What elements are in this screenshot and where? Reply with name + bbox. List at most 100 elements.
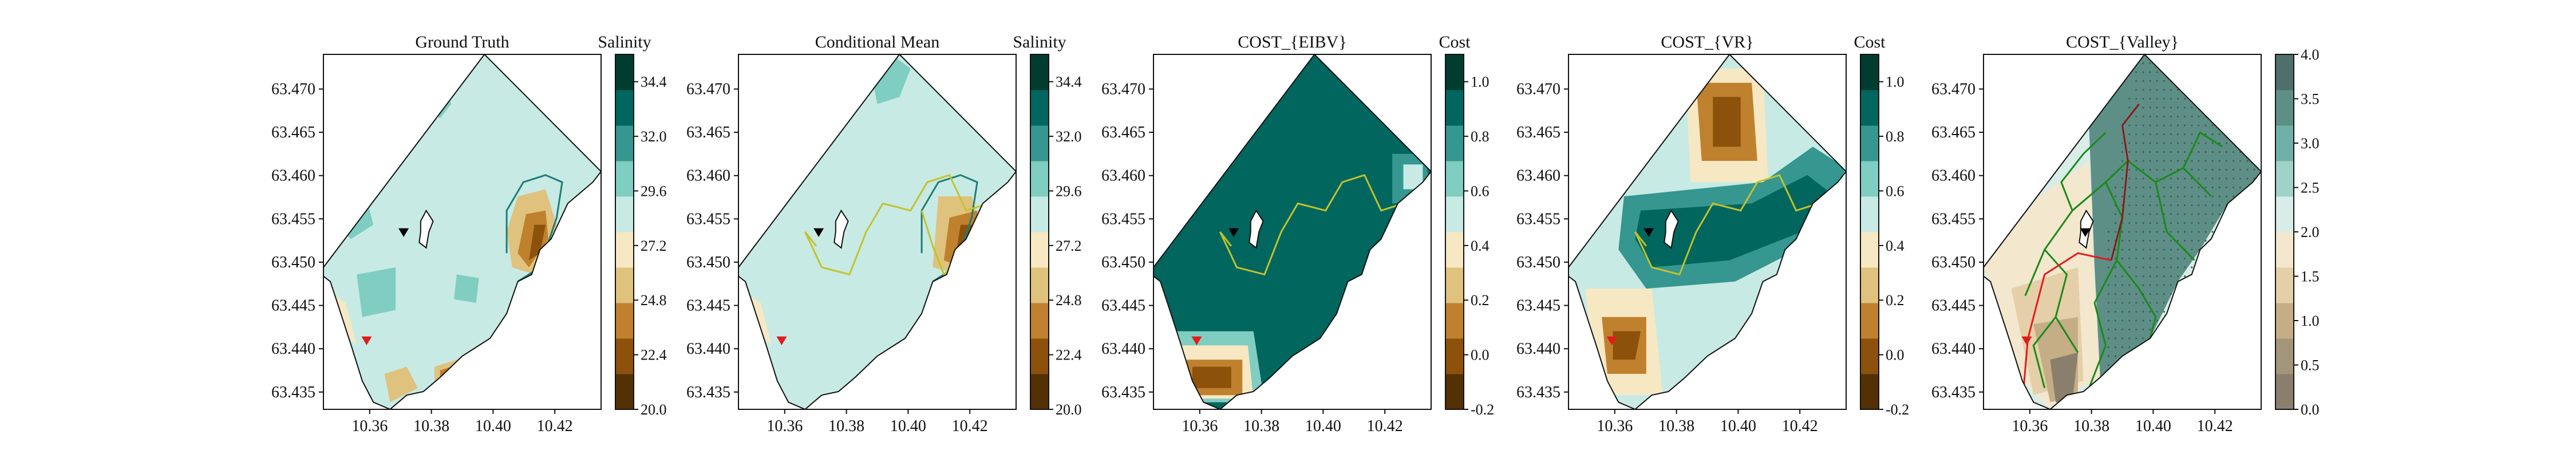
hatch-dot xyxy=(2239,337,2242,339)
hatch-dot xyxy=(2156,266,2158,269)
colorbar-band xyxy=(1030,54,1049,90)
hatch-dot xyxy=(2253,275,2255,278)
hatch-dot xyxy=(2176,266,2179,269)
hatch-dot xyxy=(2191,124,2193,127)
hatch-dot xyxy=(2253,302,2255,304)
colorbar-band xyxy=(1860,90,1879,126)
hatch-dot xyxy=(2176,293,2179,295)
hatch-dot xyxy=(2232,133,2235,136)
y-tick-label: 63.440 xyxy=(686,340,730,358)
hatch-dot xyxy=(2149,168,2151,171)
hatch-dot xyxy=(2176,97,2179,100)
axes-frame xyxy=(323,54,602,410)
hatch-dot xyxy=(2191,275,2193,278)
hatch-dot xyxy=(2253,337,2255,339)
tree-branch xyxy=(2155,181,2195,261)
hatch-dot xyxy=(2198,115,2200,118)
hatch-dot xyxy=(2204,62,2207,65)
hatch-dot xyxy=(2142,177,2144,180)
hatch-dot xyxy=(2149,97,2151,100)
hatch-dot xyxy=(2170,319,2172,322)
hatch-dot xyxy=(2198,328,2200,331)
hatch-dot xyxy=(2121,381,2124,384)
colorbar-band xyxy=(1445,196,1464,232)
hatch-dot xyxy=(2156,222,2158,224)
hatch-dot xyxy=(2239,204,2242,207)
hatch-dot xyxy=(2204,231,2207,233)
hatch-dot xyxy=(2156,89,2158,91)
y-tick-label: 63.455 xyxy=(1931,210,1976,228)
current-marker xyxy=(2080,228,2091,237)
hatch-dot xyxy=(2176,319,2179,322)
map-outline xyxy=(738,53,1017,410)
hatch-dot xyxy=(2232,399,2235,402)
hatch-dot xyxy=(2232,257,2235,260)
hatch-dot xyxy=(2163,133,2165,136)
hatch-dot xyxy=(2170,195,2172,198)
colorbar: 0.0 0.5 1.0 1.5 2.0 2.5 3.0 3.5 4.0 xyxy=(2275,46,2320,418)
hatch-dot xyxy=(2198,364,2200,366)
x-tick-label: 10.40 xyxy=(475,417,511,435)
hatch-dot xyxy=(2156,231,2158,233)
hatch-dot xyxy=(2128,381,2131,384)
hatch-dot xyxy=(2107,310,2109,313)
hatch-dot xyxy=(2218,142,2221,144)
hatch-dot xyxy=(2149,186,2151,189)
hatch-dot xyxy=(2239,275,2242,278)
hatch-dot xyxy=(2149,399,2151,402)
y-tick-label: 63.470 xyxy=(1101,80,1145,98)
colorbar-band xyxy=(615,303,634,339)
hatch-dot xyxy=(2253,373,2255,375)
hatch-dot xyxy=(2253,62,2255,65)
colorbar-band xyxy=(1030,374,1049,410)
hatch-dot xyxy=(2191,328,2193,331)
hatch-dot xyxy=(2156,80,2158,82)
hatch-dot xyxy=(2170,257,2172,260)
hatch-dot xyxy=(2156,364,2158,366)
hatch-dot xyxy=(2170,177,2172,180)
hatch-dot xyxy=(2204,195,2207,198)
colorbar-band xyxy=(1860,374,1879,410)
hatch-dot xyxy=(2211,239,2214,242)
hatch-dot xyxy=(2218,390,2221,393)
hatch-dot xyxy=(2204,106,2207,109)
hatch-dot xyxy=(2211,160,2214,162)
hatch-dot xyxy=(2170,124,2172,127)
hatch-dot xyxy=(2170,355,2172,357)
hatch-dot xyxy=(2149,381,2151,384)
hatch-dot xyxy=(2225,213,2227,215)
hatch-dot xyxy=(2253,204,2255,207)
hatch-dot xyxy=(2170,89,2172,91)
hatch-dot xyxy=(2239,133,2242,136)
hatch-dot xyxy=(2121,231,2124,233)
hatch-dot xyxy=(2204,319,2207,322)
y-tick-label: 63.445 xyxy=(271,297,315,315)
colorbar-tick-label: 0.8 xyxy=(1886,128,1905,145)
hatch-dot xyxy=(2135,310,2138,313)
colorbar-band xyxy=(2275,232,2294,268)
hatch-dot xyxy=(2163,364,2165,366)
hatch-dot xyxy=(2184,222,2186,224)
tree-branch xyxy=(2060,132,2107,211)
hatch-dot xyxy=(2246,231,2249,233)
hatch-dot xyxy=(2253,319,2255,322)
hatch-dot xyxy=(2128,133,2131,136)
hatch-dot xyxy=(2246,293,2249,295)
hatch-dot xyxy=(2225,177,2227,180)
colorbar: -0.2 0.0 0.2 0.4 0.6 0.8 1.0 Cost xyxy=(1439,33,1494,418)
hatch-dot xyxy=(2142,319,2144,322)
colorbar-band xyxy=(615,161,634,197)
hatch-dot xyxy=(2163,257,2165,260)
hatch-dot xyxy=(2142,355,2144,357)
hatch-dot xyxy=(2176,231,2179,233)
colorbar-tick-label: 32.0 xyxy=(1056,128,1082,145)
hatch-dot xyxy=(2170,97,2172,100)
hatch-dot xyxy=(2128,204,2131,207)
colorbar-band xyxy=(2275,374,2294,410)
hatch-dot xyxy=(2184,151,2186,153)
hatch-dot xyxy=(2218,399,2221,402)
island xyxy=(418,209,434,249)
hatch-dot xyxy=(2128,302,2131,304)
hatch-dot xyxy=(2156,381,2158,384)
hatch-dot xyxy=(2142,142,2144,144)
